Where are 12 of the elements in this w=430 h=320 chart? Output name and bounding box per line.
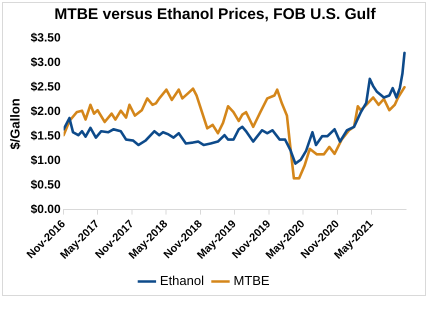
y-tick-label: $3.50 <box>30 30 61 45</box>
y-tick-label: $2.50 <box>30 79 61 94</box>
y-tick-label: $1.00 <box>30 152 61 167</box>
y-tick-label: $2.00 <box>30 104 61 118</box>
y-axis-title: $/Gallon <box>7 98 22 150</box>
y-tick-label: $3.00 <box>30 55 61 70</box>
y-tick-label: $0.50 <box>30 177 61 192</box>
y-tick-label: $1.50 <box>30 128 61 142</box>
y-tick-label: $0.00 <box>30 202 61 216</box>
legend-label: Ethanol <box>160 273 204 288</box>
legend-label: MTBE <box>233 273 270 288</box>
chart-title: MTBE versus Ethanol Prices, FOB U.S. Gulf <box>53 6 377 24</box>
